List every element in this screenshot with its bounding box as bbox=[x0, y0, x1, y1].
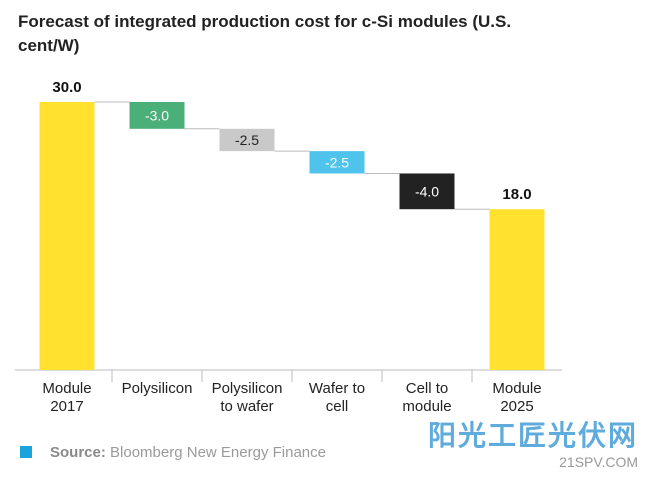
x-tick-label: Wafer to cell bbox=[308, 380, 366, 415]
watermark-name: 阳光工匠光伏网 bbox=[427, 420, 638, 451]
chart-title: Forecast of integrated production cost f… bbox=[18, 12, 512, 55]
x-tick-label: Module 2017 bbox=[42, 380, 92, 415]
value-label: -3.0 bbox=[145, 107, 169, 123]
source: Source: Bloomberg New Energy Finance bbox=[20, 444, 326, 461]
x-tick-label: Polysilicon bbox=[121, 380, 193, 397]
bar bbox=[309, 151, 365, 174]
bar bbox=[219, 128, 275, 152]
value-label: -2.5 bbox=[325, 154, 349, 170]
value-label: 30.0 bbox=[52, 79, 81, 96]
source-text: Bloomberg New Energy Finance bbox=[110, 444, 326, 461]
value-label: -4.0 bbox=[415, 183, 439, 199]
x-tick-label: Polysilicon to wafer bbox=[211, 380, 283, 415]
x-tick-label: Cell to module bbox=[402, 380, 452, 415]
bar bbox=[399, 173, 455, 210]
x-tick-label: Module 2025 bbox=[492, 380, 542, 415]
source-label: Source: bbox=[50, 444, 106, 461]
bar bbox=[489, 209, 545, 370]
bar bbox=[39, 102, 95, 370]
bar bbox=[129, 102, 185, 129]
source-marker bbox=[20, 446, 32, 458]
watermark: 阳光工匠光伏网 21SPV.COM bbox=[428, 414, 638, 470]
watermark-url: 21SPV.COM bbox=[559, 454, 638, 470]
value-label: -2.5 bbox=[235, 132, 259, 148]
value-label: 18.0 bbox=[502, 186, 531, 203]
